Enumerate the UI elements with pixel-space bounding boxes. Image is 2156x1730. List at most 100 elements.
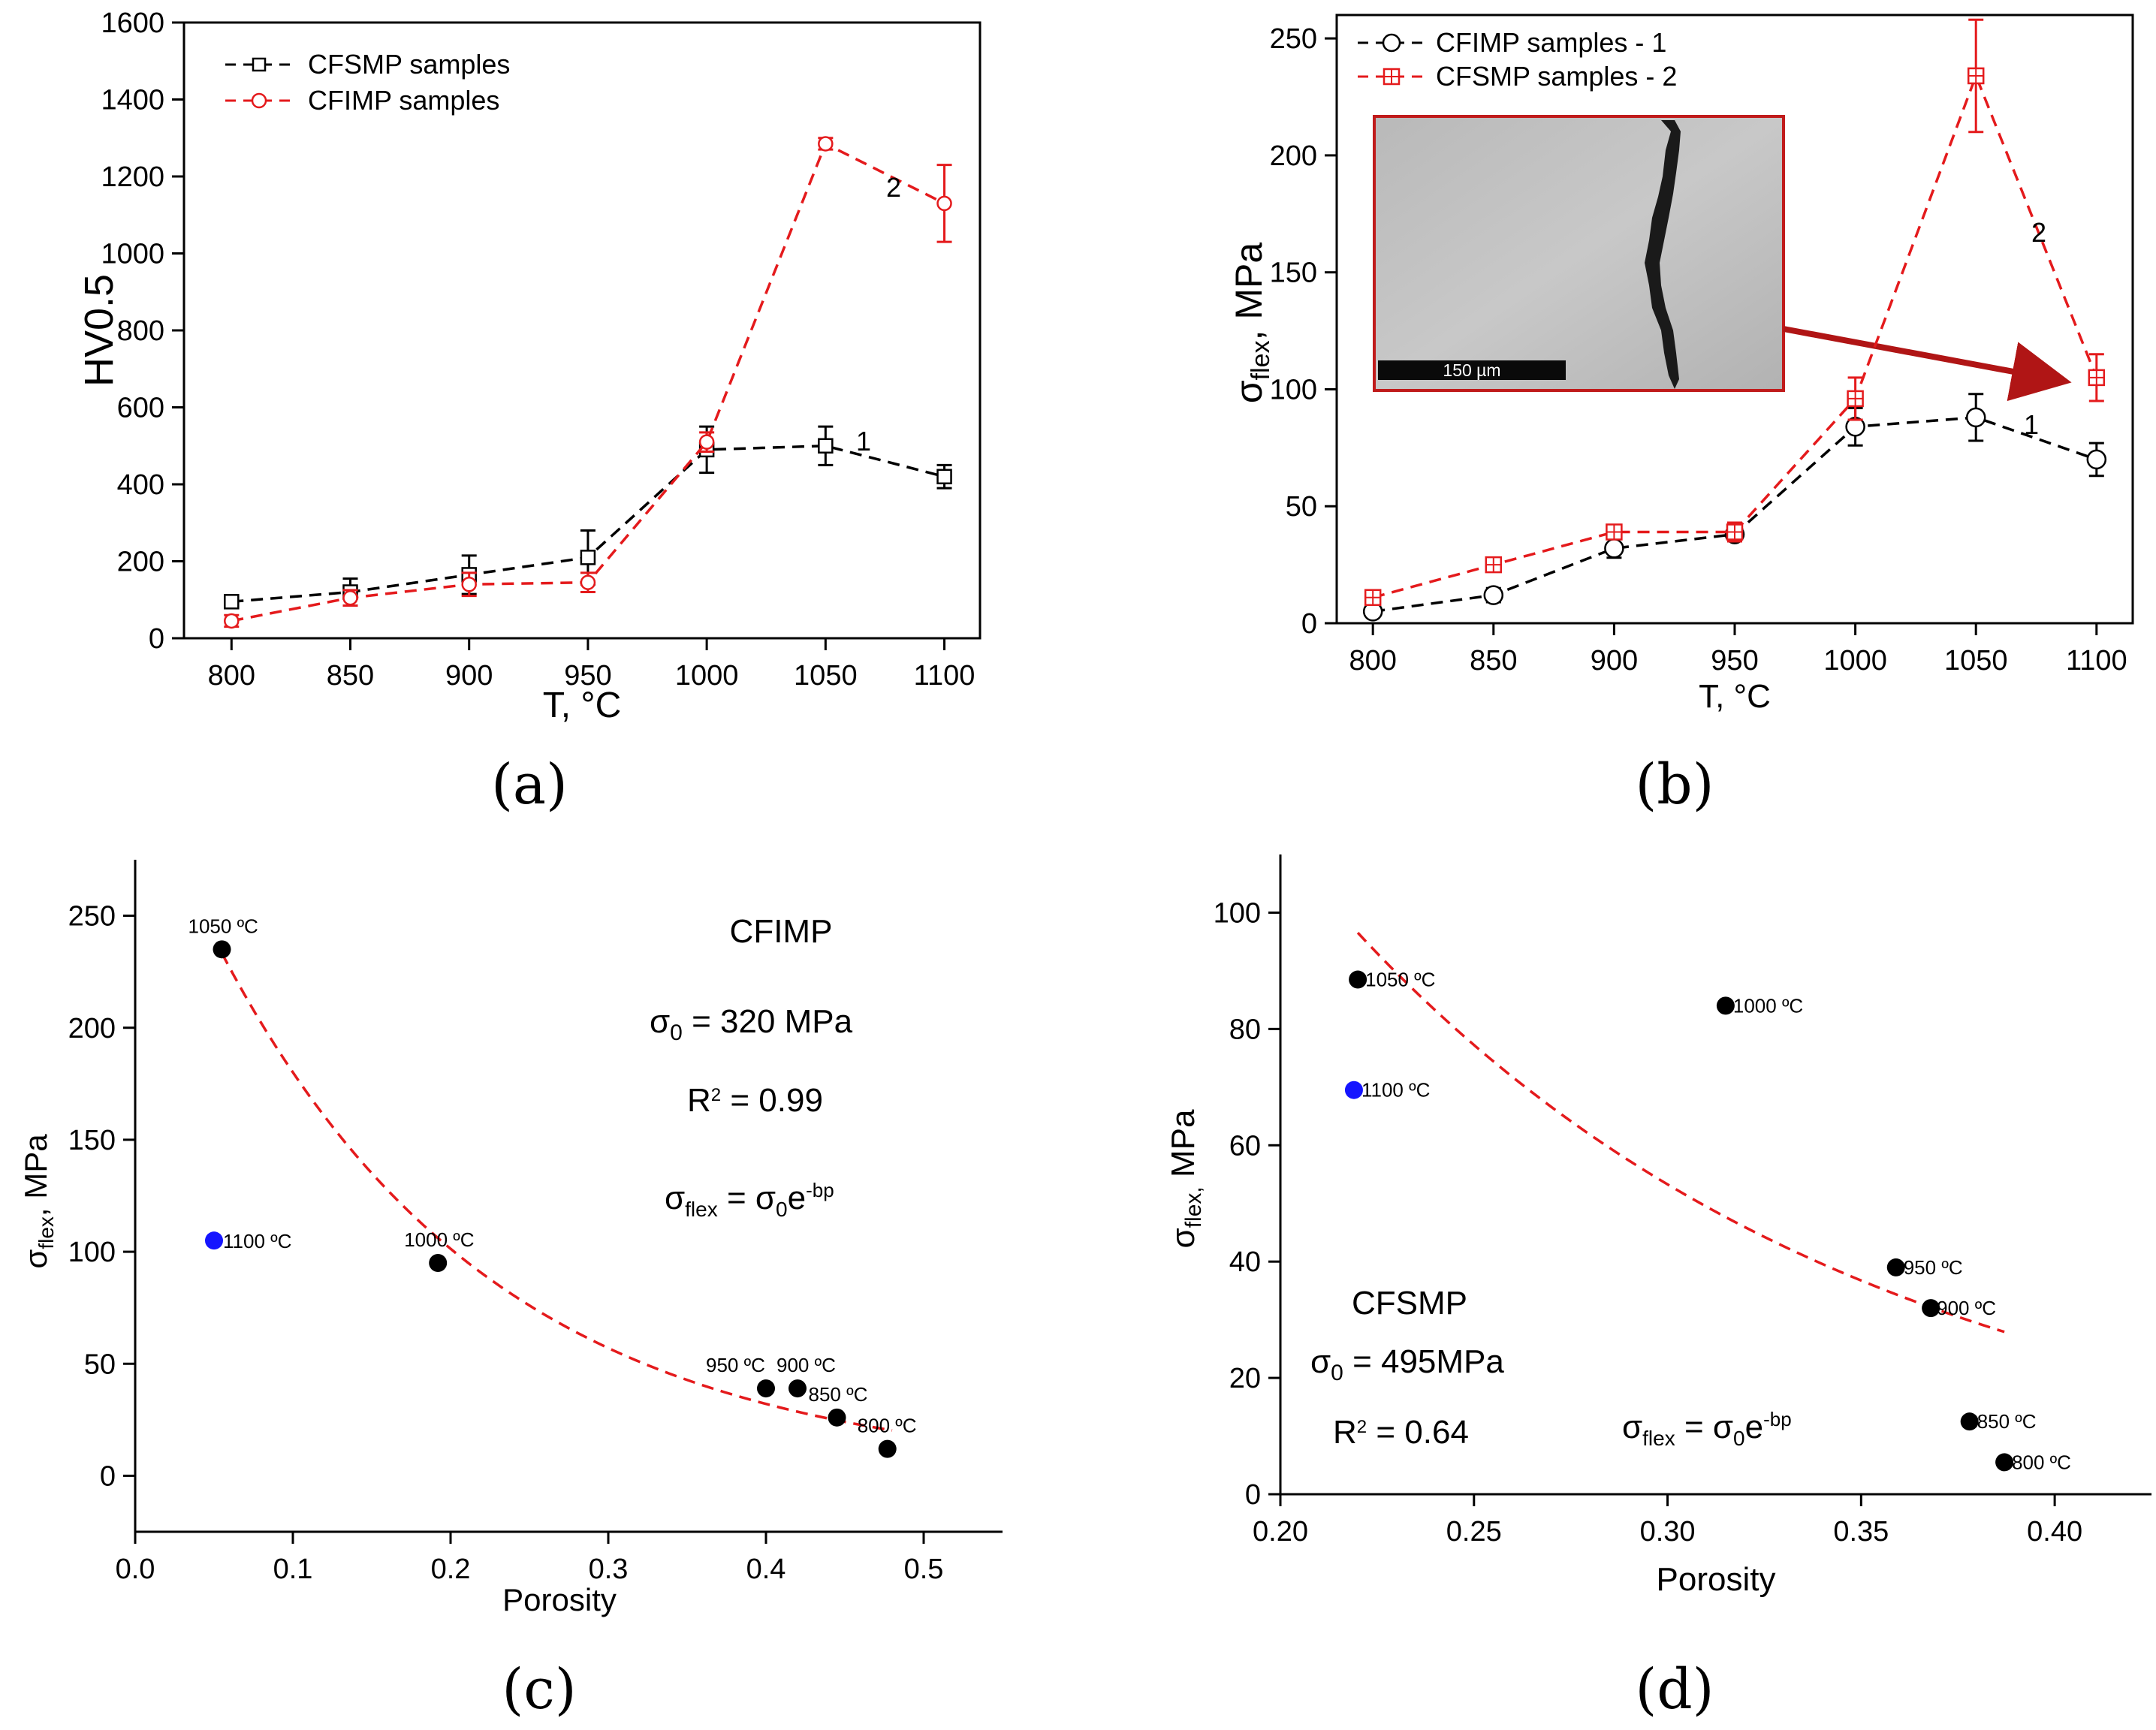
- axes-c: 0.0 0.1 0.2 0.3 0.4 0.5 0 50 100 150 200 250: [68, 901, 944, 1585]
- x-tick-label: 1100: [2066, 645, 2127, 677]
- fit-curve: [220, 952, 893, 1432]
- legend-label-cfimp: CFIMP samples: [308, 85, 499, 116]
- y-tick-label: 1000: [101, 239, 164, 270]
- y-tick-label: 0: [149, 623, 164, 655]
- x-axis-label-d: Porosity: [1657, 1561, 1776, 1598]
- legend-marker-circle-b: [1382, 33, 1401, 53]
- y-tick-label: 100: [1214, 897, 1261, 929]
- y-axis-label-d: σflex, MPa: [1165, 1109, 1206, 1248]
- legend-label-b1: CFIMP samples - 1: [1436, 27, 1666, 58]
- y-tick-label: 150: [1270, 258, 1317, 289]
- r2-annotation-c: R2 = 0.99: [687, 1082, 823, 1119]
- data-point: [936, 195, 952, 212]
- y-tick-label: 1200: [101, 161, 164, 193]
- chart-panel-c: 0.0 0.1 0.2 0.3 0.4 0.5 0 50 100 150 200 250 1050 º…: [18, 860, 1003, 1722]
- y-axis-label-b: σflex, MPa: [1228, 243, 1275, 404]
- data-point: [818, 438, 834, 454]
- data-point-label: 900 ºC: [1937, 1297, 1996, 1319]
- data-point: [205, 1231, 223, 1250]
- data-point-label: 1050 ºC: [188, 915, 258, 937]
- y-tick-label: 100: [68, 1237, 116, 1268]
- y-tick-label: 200: [1270, 140, 1317, 172]
- data-point: [878, 1439, 897, 1458]
- x-tick-label: 0.1: [273, 1554, 313, 1585]
- sigma0-annotation-d: σ0 = 495MPa: [1310, 1343, 1504, 1385]
- x-tick-label: 1000: [1823, 645, 1887, 677]
- x-tick-label: 900: [1591, 645, 1638, 677]
- y-tick-label: 1600: [101, 8, 164, 39]
- data-point: [818, 136, 834, 152]
- y-tick-label: 0: [1301, 608, 1317, 640]
- x-tick-label: 1050: [794, 660, 858, 692]
- legend-marker-square: [252, 57, 267, 72]
- y-tick-label: 250: [68, 901, 116, 933]
- data-point-label: 800 ºC: [2012, 1451, 2071, 1473]
- chart-panel-d: 0.20 0.25 0.30 0.35 0.40 0 20 40 60 80 100 1050 ºC…: [1165, 854, 2151, 1722]
- axes-d: 0.20 0.25 0.30 0.35 0.40 0 20 40 60 80 100: [1214, 897, 2083, 1548]
- data-point: [580, 574, 596, 590]
- data-point: [1886, 1258, 1905, 1276]
- x-tick-label: 0.5: [904, 1554, 944, 1585]
- data-point: [828, 1408, 846, 1427]
- y-tick-label: 150: [68, 1125, 116, 1156]
- y-tick-label: 200: [117, 547, 164, 578]
- chart-title-d: CFSMP: [1352, 1285, 1467, 1322]
- data-point: [1604, 538, 1624, 559]
- y-axis-label-c: σflex, MPa: [18, 1134, 58, 1269]
- x-tick-label: 850: [327, 660, 374, 692]
- data-point: [936, 469, 952, 484]
- data-point-label: 1050 ºC: [1365, 969, 1435, 991]
- data-point: [1349, 970, 1367, 989]
- formula-annotation-c: σflex = σ0e-bp: [665, 1179, 834, 1221]
- y-tick-label: 100: [1270, 374, 1317, 405]
- data-point: [1716, 996, 1735, 1015]
- panel-label-d: (d): [1635, 1657, 1714, 1722]
- x-tick-label: 0.20: [1253, 1516, 1308, 1548]
- y-tick-label: 1400: [101, 85, 164, 116]
- curve-label-b-2: 2: [2031, 217, 2046, 248]
- x-tick-label: 0.35: [1833, 1516, 1889, 1548]
- data-point: [1344, 1080, 1363, 1099]
- x-axis-label-b: T, °C: [1699, 678, 1771, 715]
- y-tick-label: 20: [1229, 1363, 1261, 1394]
- x-tick-label: 0.0: [116, 1554, 155, 1585]
- data-point: [757, 1379, 775, 1398]
- data-point: [342, 589, 358, 606]
- y-tick-label: 50: [1286, 491, 1317, 523]
- x-axis-label-c: Porosity: [502, 1582, 617, 1617]
- y-tick-label: 80: [1229, 1014, 1261, 1045]
- x-tick-label: 1000: [675, 660, 739, 692]
- y-tick-label: 50: [84, 1349, 116, 1380]
- data-point-label: 950 ºC: [706, 1354, 765, 1376]
- panel-label-b: (b): [1635, 752, 1714, 817]
- data-point: [1483, 585, 1504, 605]
- data-marks-a: [224, 136, 952, 629]
- data-point-label: 1000 ºC: [1733, 994, 1803, 1017]
- legend-label-b2: CFSMP samples - 2: [1436, 61, 1677, 92]
- x-tick-label: 1050: [1944, 645, 2008, 677]
- sigma0-annotation-c: σ0 = 320 MPa: [650, 1003, 853, 1045]
- x-tick-label: 0.4: [746, 1554, 786, 1585]
- legend-marker-circle: [251, 92, 267, 109]
- x-tick-label: 0.40: [2027, 1516, 2082, 1548]
- x-tick-label: 900: [445, 660, 493, 692]
- data-point: [1965, 407, 1986, 428]
- formula-annotation-d: σflex = σ0e-bp: [1622, 1408, 1792, 1450]
- r2-annotation-d: R2 = 0.64: [1333, 1414, 1469, 1451]
- data-point: [461, 577, 477, 592]
- crack-shape: [1645, 120, 1681, 389]
- curve-label-a-1: 1: [856, 426, 871, 457]
- data-point: [213, 940, 231, 959]
- legend-b: CFIMP samples - 1 CFSMP samples - 2: [1358, 27, 1677, 92]
- x-tick-label: 950: [564, 660, 611, 692]
- y-axis-label-a: HV0.5: [77, 274, 122, 387]
- scale-bar: [1378, 360, 1566, 380]
- curve-label-b-1: 1: [2024, 409, 2039, 440]
- data-point-label: 1100 ºC: [223, 1230, 291, 1252]
- data-point-label: 850 ºC: [1977, 1410, 2037, 1433]
- scale-bar-label: 150 µm: [1443, 360, 1500, 380]
- y-tick-label: 600: [117, 393, 164, 424]
- x-tick-label: 0.2: [431, 1554, 471, 1585]
- y-tick-label: 0: [1245, 1479, 1261, 1511]
